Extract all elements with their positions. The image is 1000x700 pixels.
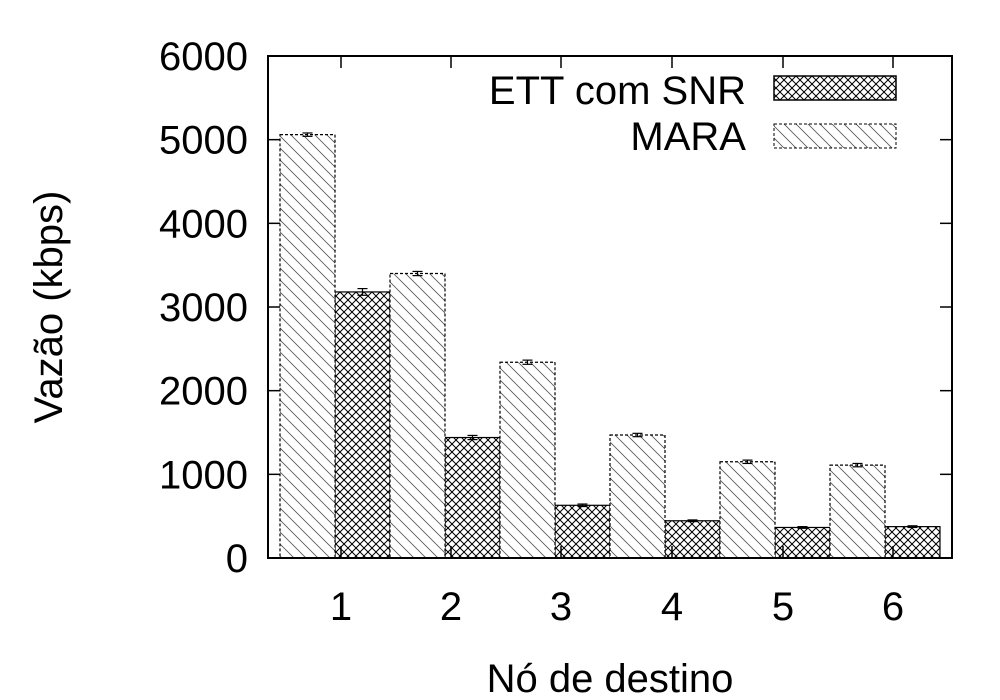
error-bar-ett-com-snr-5 (797, 526, 808, 529)
legend-swatch-ett-com-snr (773, 75, 897, 101)
x-tick-label: 3 (550, 585, 572, 629)
y-axis: 0 1000 2000 3000 4000 5000 6000 (159, 35, 952, 581)
legend-label-ett-com-snr: ETT com SNR (489, 69, 746, 113)
bar-mara-6 (829, 464, 886, 559)
error-bar-mara-2 (412, 270, 423, 277)
error-bar-ett-com-snr-3 (577, 503, 588, 508)
x-tick-label: 1 (330, 585, 352, 629)
y-tick-label: 6000 (159, 35, 248, 79)
bar-ett-com-snr-2 (444, 436, 501, 559)
error-bar-mara-4 (632, 432, 643, 438)
legend: ETT com SNR MARA (489, 69, 897, 159)
error-bar-ett-com-snr-4 (687, 519, 698, 523)
x-axis-label: Nó de destino (487, 657, 734, 700)
y-tick-label: 2000 (159, 370, 248, 414)
bar-ett-com-snr-1 (334, 291, 391, 559)
x-tick-label: 6 (882, 585, 904, 629)
bar-mara-3 (499, 361, 556, 559)
bar-mara-1 (279, 134, 336, 559)
bar-ett-com-snr-6 (884, 526, 941, 559)
legend-label-mara: MARA (630, 115, 746, 159)
error-bar-mara-6 (852, 462, 863, 468)
error-bar-ett-com-snr-6 (907, 525, 918, 529)
bar-mara-5 (719, 461, 776, 559)
error-bar-ett-com-snr-2 (467, 434, 478, 441)
bar-mara-2 (389, 272, 446, 559)
y-tick-label: 5000 (159, 119, 248, 163)
y-tick-label: 0 (226, 537, 248, 581)
error-bar-mara-1 (302, 132, 313, 137)
error-bars-layer (302, 132, 918, 529)
y-tick-label: 4000 (159, 202, 248, 246)
x-tick-label: 4 (661, 585, 683, 629)
error-bar-mara-5 (742, 459, 753, 465)
bars-layer (279, 134, 941, 559)
y-tick-label: 1000 (159, 453, 248, 497)
y-axis-label: Vazão (kbps) (27, 191, 71, 424)
y-tick-label: 3000 (159, 286, 248, 330)
x-tick-label: 5 (772, 585, 794, 629)
bar-ett-com-snr-3 (554, 504, 611, 559)
error-bar-mara-3 (522, 359, 533, 365)
bar-mara-4 (609, 434, 666, 559)
legend-swatch-mara (773, 123, 897, 149)
x-tick-label: 2 (440, 585, 462, 629)
bar-ett-com-snr-4 (664, 520, 721, 559)
error-bar-ett-com-snr-1 (357, 287, 368, 296)
x-axis: 1 2 3 4 5 6 (330, 56, 904, 629)
